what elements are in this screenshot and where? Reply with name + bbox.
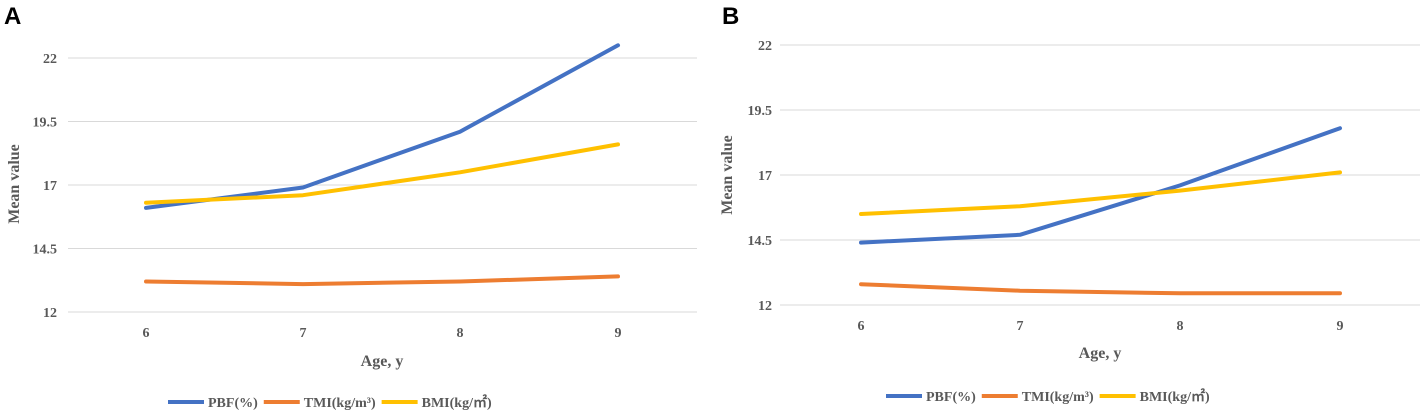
panel-b: B Mean value 12 14.5 17 19.5 22 6 7 8 9 Age, y P… xyxy=(719,3,1420,405)
legend-a: PBF(%) TMI(kg/m³) BMI(kg/㎡) xyxy=(168,394,492,411)
series-line-b-2 xyxy=(859,282,1342,296)
series-line-a-2 xyxy=(144,274,620,287)
x-tick-label-a: 9 xyxy=(615,326,622,341)
legend-label-1: PBF(%) xyxy=(926,390,976,405)
y-axis-title-a: Mean value xyxy=(6,144,23,224)
series-line-a-3 xyxy=(144,142,620,205)
plot-area-b: 12 14.5 17 19.5 22 6 7 8 9 xyxy=(748,39,1420,334)
legend-b: PBF(%) TMI(kg/m³) BMI(kg/㎡) xyxy=(886,388,1210,405)
y-tick-label-b: 14.5 xyxy=(748,234,773,249)
panel-letter-b: B xyxy=(722,3,739,30)
series-line-b-1 xyxy=(859,126,1342,245)
x-tick-label-a: 7 xyxy=(300,326,307,341)
x-tick-label-a: 8 xyxy=(457,326,464,341)
x-tick-label-a: 6 xyxy=(143,326,150,341)
y-tick-label-b: 12 xyxy=(758,299,772,314)
plot-area-a: 12 14.5 17 19.5 22 6 7 8 9 xyxy=(33,43,697,341)
y-tick-label-a: 19.5 xyxy=(33,116,58,131)
x-axis-title-b: Age, y xyxy=(1079,345,1122,362)
x-tick-label-b: 9 xyxy=(1337,319,1344,334)
y-tick-label-b: 22 xyxy=(758,39,772,54)
x-axis-title-a: Age, y xyxy=(361,353,404,370)
x-tick-label-b: 8 xyxy=(1177,319,1184,334)
panel-a: A Mean value 12 14.5 17 19.5 22 6 7 8 9 Age, y P… xyxy=(4,3,697,411)
y-tick-label-a: 17 xyxy=(43,179,57,194)
y-tick-label-b: 17 xyxy=(758,169,772,184)
panel-letter-a: A xyxy=(4,3,21,30)
legend-label-2: TMI(kg/m³) xyxy=(1022,390,1094,405)
series-line-b-3 xyxy=(859,170,1342,216)
legend-label-3: BMI(kg/㎡) xyxy=(422,394,492,411)
legend-label-1: PBF(%) xyxy=(208,396,258,411)
x-tick-label-b: 6 xyxy=(858,319,865,334)
y-tick-label-a: 12 xyxy=(43,306,57,321)
y-tick-label-a: 14.5 xyxy=(33,243,58,258)
legend-label-3: BMI(kg/㎡) xyxy=(1140,388,1210,405)
x-tick-label-b: 7 xyxy=(1017,319,1024,334)
legend-label-2: TMI(kg/m³) xyxy=(304,396,376,411)
y-axis-title-b: Mean value xyxy=(719,135,736,215)
y-tick-label-b: 19.5 xyxy=(748,104,773,119)
y-tick-label-a: 22 xyxy=(43,52,57,67)
